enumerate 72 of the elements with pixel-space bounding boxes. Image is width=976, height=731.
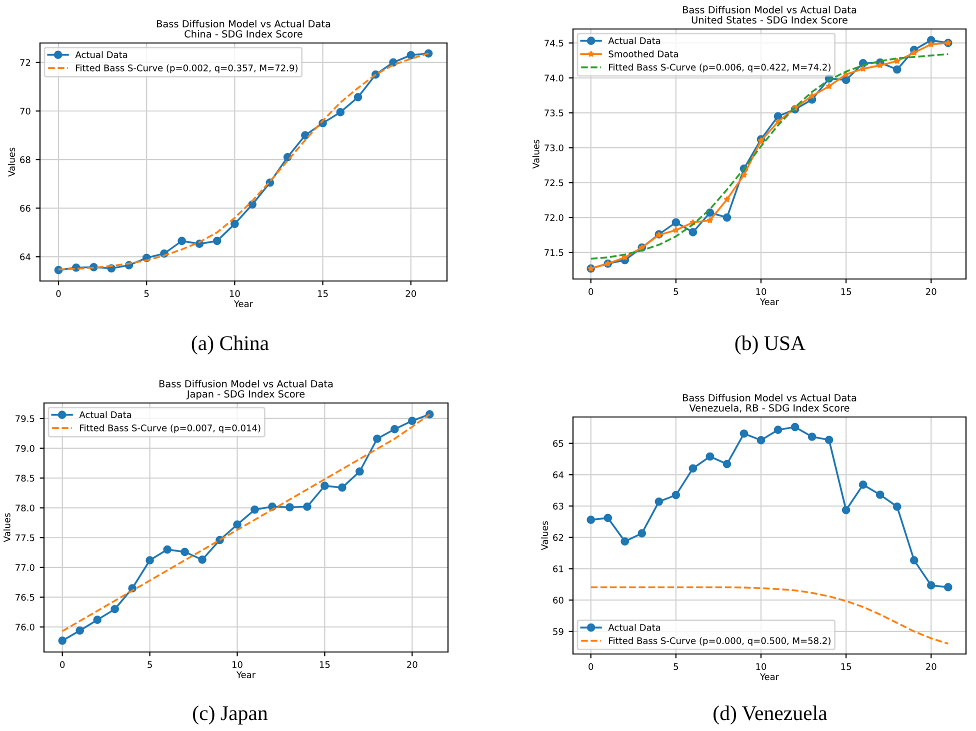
y-tick-label: 77.5 xyxy=(16,534,34,542)
legend-label: Actual Data xyxy=(79,411,132,418)
y-tick-label: 79.5 xyxy=(16,415,34,422)
legend-label: Fitted Bass S-Curve (p=0.000, q=0.500, M=58.2) xyxy=(609,637,830,646)
x-tick-label: 20 xyxy=(926,663,936,670)
x-tick-label: 0 xyxy=(588,288,594,296)
y-tick-label: 79.0 xyxy=(16,445,34,452)
y-tick-label: 68 xyxy=(20,156,30,164)
x-tick-label: 20 xyxy=(407,661,418,668)
chart-title: Bass Diffusion Model vs Actual Data United States - SDG Index Score xyxy=(682,6,856,24)
y-tick-label: 72 xyxy=(20,59,30,66)
legend-label: Actual Data xyxy=(608,37,660,44)
x-tick-label: 15 xyxy=(320,661,330,668)
y-tick-label: 77.0 xyxy=(16,564,34,571)
y-tick-label: 73.0 xyxy=(544,144,564,152)
legend-label: Actual Data xyxy=(75,51,128,58)
x-axis-title: Year xyxy=(760,298,780,306)
y-axis-title: Values xyxy=(8,148,15,177)
y-tick-label: 78.0 xyxy=(16,504,34,512)
x-axis-title: Year xyxy=(760,673,780,680)
y-axis-title: Values xyxy=(3,513,10,542)
y-axis-title: Values xyxy=(532,140,540,169)
legend-label: Fitted Bass S-Curve (p=0.007, q=0.014) xyxy=(80,424,260,434)
y-tick-label: 76.0 xyxy=(16,624,34,631)
y-tick-label: 76.5 xyxy=(16,594,34,601)
y-tick-label: 74.5 xyxy=(544,40,564,47)
legend-label: Fitted Bass S-Curve (p=0.006, q=0.422, M=74.2) xyxy=(609,64,830,72)
chart-title: Bass Diffusion Model vs Actual Data China - SDG Index Score xyxy=(156,20,330,38)
y-tick-label: 78.5 xyxy=(16,474,34,482)
x-tick-label: 0 xyxy=(588,663,594,670)
y-tick-label: 65 xyxy=(553,440,564,447)
x-tick-label: 5 xyxy=(674,663,678,670)
x-tick-label: 15 xyxy=(841,663,852,670)
y-tick-label: 71.5 xyxy=(544,249,564,256)
text: (c) Japan xyxy=(193,706,268,724)
y-tick-label: 70 xyxy=(20,108,30,115)
y-tick-label: 72.5 xyxy=(544,179,564,186)
x-tick-label: 10 xyxy=(756,288,766,296)
text: (b) USA xyxy=(735,336,806,354)
legend-label: Actual Data xyxy=(608,624,660,631)
x-tick-label: 5 xyxy=(674,288,678,296)
chart-title: Bass Diffusion Model vs Actual Data Japan - SDG Index Score xyxy=(159,380,333,400)
x-tick-label: 20 xyxy=(926,288,936,296)
text: (d) Venezuela xyxy=(714,706,828,724)
y-axis-title: Values xyxy=(540,521,548,550)
y-tick-label: 61 xyxy=(553,565,564,572)
x-tick-label: 15 xyxy=(841,288,852,296)
y-tick-label: 63 xyxy=(553,502,564,510)
x-tick-label: 15 xyxy=(318,290,328,298)
x-tick-label: 10 xyxy=(232,661,242,668)
y-tick-label: 66 xyxy=(20,204,30,212)
text: (a) China xyxy=(192,336,269,354)
x-tick-label: 0 xyxy=(56,290,61,298)
y-tick-label: 59 xyxy=(553,628,564,635)
chart-title: Bass Diffusion Model vs Actual Data Venezuela, RB - SDG Index Score xyxy=(682,394,856,413)
y-tick-label: 74.0 xyxy=(544,74,564,82)
legend-label: Fitted Bass S-Curve (p=0.002, q=0.357, M=72.9) xyxy=(76,64,298,74)
y-tick-label: 64 xyxy=(553,471,564,478)
x-tick-label: 5 xyxy=(148,661,152,668)
y-tick-label: 72.0 xyxy=(544,214,564,222)
y-tick-label: 64 xyxy=(20,253,30,260)
x-tick-label: 10 xyxy=(756,663,766,670)
x-axis-title: Year xyxy=(234,300,254,308)
x-tick-label: 0 xyxy=(60,661,65,668)
x-tick-label: 20 xyxy=(406,290,416,298)
x-tick-label: 5 xyxy=(144,290,149,298)
y-tick-label: 62 xyxy=(553,534,564,541)
x-tick-label: 10 xyxy=(230,290,240,298)
legend-label: Smoothed Data xyxy=(608,50,678,58)
y-tick-label: 73.5 xyxy=(544,110,564,116)
x-axis-title: Year xyxy=(236,671,256,678)
y-tick-label: 60 xyxy=(553,596,564,604)
